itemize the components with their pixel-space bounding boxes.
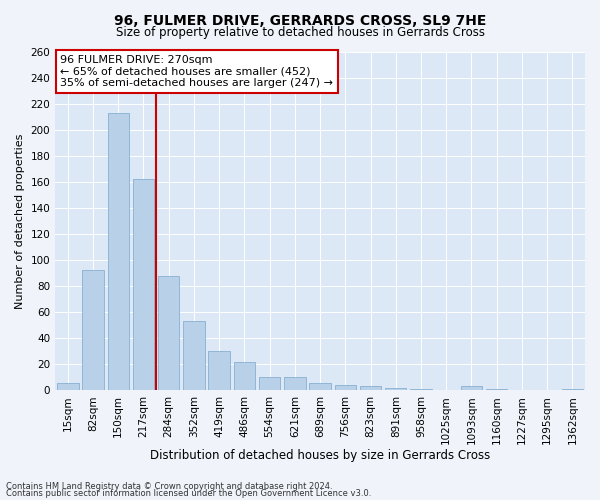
Bar <box>208 351 230 391</box>
Bar <box>335 385 356 390</box>
Text: 96, FULMER DRIVE, GERRARDS CROSS, SL9 7HE: 96, FULMER DRIVE, GERRARDS CROSS, SL9 7H… <box>114 14 486 28</box>
Bar <box>360 386 381 390</box>
Bar <box>284 378 305 390</box>
Text: 96 FULMER DRIVE: 270sqm
← 65% of detached houses are smaller (452)
35% of semi-d: 96 FULMER DRIVE: 270sqm ← 65% of detache… <box>61 55 334 88</box>
Bar <box>133 179 154 390</box>
Bar <box>410 389 432 390</box>
Text: Contains public sector information licensed under the Open Government Licence v3: Contains public sector information licen… <box>6 489 371 498</box>
X-axis label: Distribution of detached houses by size in Gerrards Cross: Distribution of detached houses by size … <box>150 450 490 462</box>
Bar <box>486 389 508 390</box>
Y-axis label: Number of detached properties: Number of detached properties <box>15 133 25 308</box>
Bar <box>562 389 583 390</box>
Bar <box>461 386 482 390</box>
Text: Contains HM Land Registry data © Crown copyright and database right 2024.: Contains HM Land Registry data © Crown c… <box>6 482 332 491</box>
Bar <box>233 362 255 390</box>
Bar <box>158 276 179 390</box>
Bar <box>82 270 104 390</box>
Bar <box>57 382 79 390</box>
Bar <box>107 113 129 390</box>
Bar <box>183 322 205 390</box>
Bar <box>259 378 280 390</box>
Bar <box>310 382 331 390</box>
Bar <box>385 388 406 390</box>
Text: Size of property relative to detached houses in Gerrards Cross: Size of property relative to detached ho… <box>115 26 485 39</box>
